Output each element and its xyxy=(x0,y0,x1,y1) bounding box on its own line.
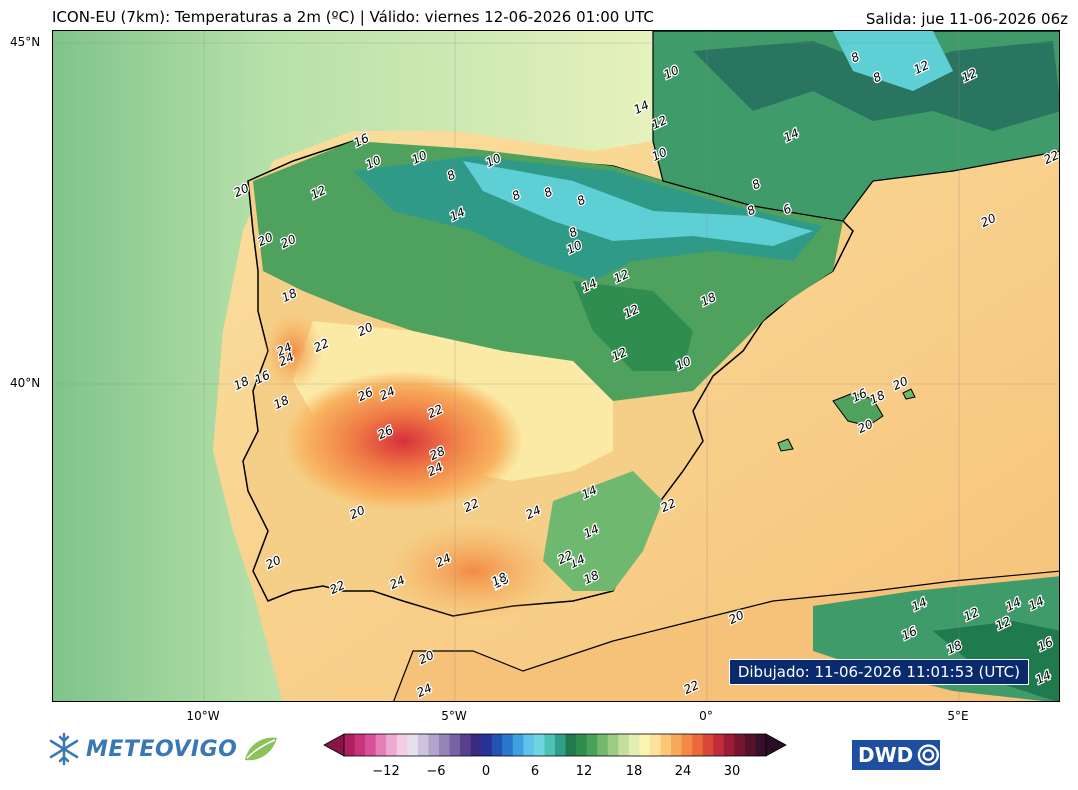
lon-label-5e: 5°E xyxy=(947,709,969,723)
temperature-map: 16 10 10 8 10 8 8 8 8 10 8 6 8 12 14 20 20 20 18 24 22 20 18 16… xyxy=(52,30,1060,702)
colorbar-tick: −6 xyxy=(426,764,446,779)
lat-label-45n: 45°N xyxy=(10,35,41,49)
contour-label: 24 xyxy=(491,573,511,592)
colorbar-swatch xyxy=(723,734,735,756)
colorbar-swatch xyxy=(586,734,598,756)
meteovigo-logo: METEOVIGO xyxy=(48,732,279,766)
lon-label-10w: 10°W xyxy=(186,709,220,723)
colorbar-swatch xyxy=(734,734,746,756)
colorbar-swatch xyxy=(396,734,408,756)
colorbar-swatch xyxy=(407,734,419,756)
mallorca-island xyxy=(832,392,884,427)
colorbar-swatch xyxy=(618,734,630,756)
colorbar: −12 −6 0 6 12 18 24 30 xyxy=(322,730,788,790)
tagus-hot-zone xyxy=(283,371,523,511)
contour-label: 20 xyxy=(416,648,436,667)
chart-title: ICON-EU (7km): Temperaturas a 2m (ºC) | … xyxy=(52,8,654,26)
colorbar-tick: 6 xyxy=(530,764,540,779)
snowflake-icon xyxy=(49,732,79,766)
contour-label: 22 xyxy=(1041,148,1060,167)
colorbar-swatch xyxy=(491,734,503,756)
colorbar-swatch xyxy=(533,734,545,756)
pyrenees-cold-zone xyxy=(463,161,813,246)
colorbar-swatch xyxy=(460,734,472,756)
colorbar-swatch xyxy=(576,734,588,756)
colorbar-swatch xyxy=(470,734,482,756)
colorbar-swatch xyxy=(375,734,387,756)
colorbar-swatch xyxy=(744,734,756,756)
contour-label: 24 xyxy=(274,340,294,359)
colorbar-swatch xyxy=(344,734,356,756)
colorbar-tick: −12 xyxy=(372,764,400,779)
betic-green-zone xyxy=(543,471,663,591)
meteovigo-wordmark: METEOVIGO xyxy=(86,736,238,762)
colorbar-swatch xyxy=(544,734,556,756)
menorca-island xyxy=(902,388,916,400)
colorbar-swatch xyxy=(523,734,535,756)
colorbar-max-arrow xyxy=(765,733,787,757)
lon-label-0: 0° xyxy=(699,709,713,723)
iberian-range-zone xyxy=(573,281,693,371)
colorbar-swatch xyxy=(628,734,640,756)
colorbar-swatch xyxy=(428,734,440,756)
contour-label: 10 xyxy=(483,151,503,170)
colorbar-swatch xyxy=(649,734,661,756)
dwd-logo: DWD xyxy=(852,740,940,770)
model-run-label: Salida: jue 11-06-2026 06z xyxy=(865,10,1068,28)
colorbar-swatch xyxy=(597,734,609,756)
colorbar-swatch xyxy=(565,734,577,756)
massif-cold-zone xyxy=(833,31,953,91)
colorbar-swatch xyxy=(660,734,672,756)
colorbar-swatch xyxy=(702,734,714,756)
colorbar-tick: 24 xyxy=(674,764,692,779)
colorbar-scale xyxy=(323,733,787,757)
colorbar-frame xyxy=(343,733,767,757)
colorbar-swatch xyxy=(639,734,651,756)
contour-label: 20 xyxy=(855,417,875,436)
graticule xyxy=(53,31,1059,701)
colorbar-swatch xyxy=(365,734,377,756)
lon-label-5w: 5°W xyxy=(441,709,467,723)
colorbar-swatch xyxy=(481,734,493,756)
portugal-warm-zone xyxy=(263,311,323,391)
colorbar-swatch xyxy=(386,734,398,756)
colorbar-swatch xyxy=(681,734,693,756)
contour-label: 14 xyxy=(781,126,801,145)
colorbar-swatch xyxy=(512,734,524,756)
colorbar-tick: 18 xyxy=(625,764,643,779)
colorbar-swatch xyxy=(449,734,461,756)
colorbar-swatch xyxy=(438,734,450,756)
colorbar-swatch xyxy=(692,734,704,756)
lat-label-40n: 40°N xyxy=(10,376,41,390)
drawn-timestamp: Dibujado: 11-06-2026 11:01:53 (UTC) xyxy=(728,659,1029,685)
colorbar-swatch xyxy=(417,734,429,756)
leaf-icon xyxy=(245,737,278,761)
colorbar-swatch xyxy=(671,734,683,756)
spiral-icon xyxy=(917,744,940,766)
colorbar-tick: 0 xyxy=(481,764,491,779)
atlantic-sea xyxy=(53,31,653,701)
colorbar-swatch xyxy=(607,734,619,756)
colorbar-swatch xyxy=(354,734,366,756)
contour-label: 10 xyxy=(409,148,429,167)
colorbar-min-arrow xyxy=(323,733,345,757)
contour-label: 14 xyxy=(447,205,467,224)
guadalquivir-warm-zone xyxy=(383,521,563,621)
colorbar-swatch xyxy=(502,734,514,756)
colorbar-tick: 12 xyxy=(575,764,593,779)
contour-label: 22 xyxy=(425,402,445,421)
contour-label: 12 xyxy=(308,183,328,202)
colorbar-swatch xyxy=(755,734,767,756)
colorbar-swatch xyxy=(555,734,567,756)
dwd-wordmark: DWD xyxy=(858,743,914,767)
colorbar-tick: 30 xyxy=(723,764,741,779)
alps-cool-zone xyxy=(693,41,1059,131)
colorbar-swatch xyxy=(713,734,725,756)
ibiza-island xyxy=(777,438,794,452)
